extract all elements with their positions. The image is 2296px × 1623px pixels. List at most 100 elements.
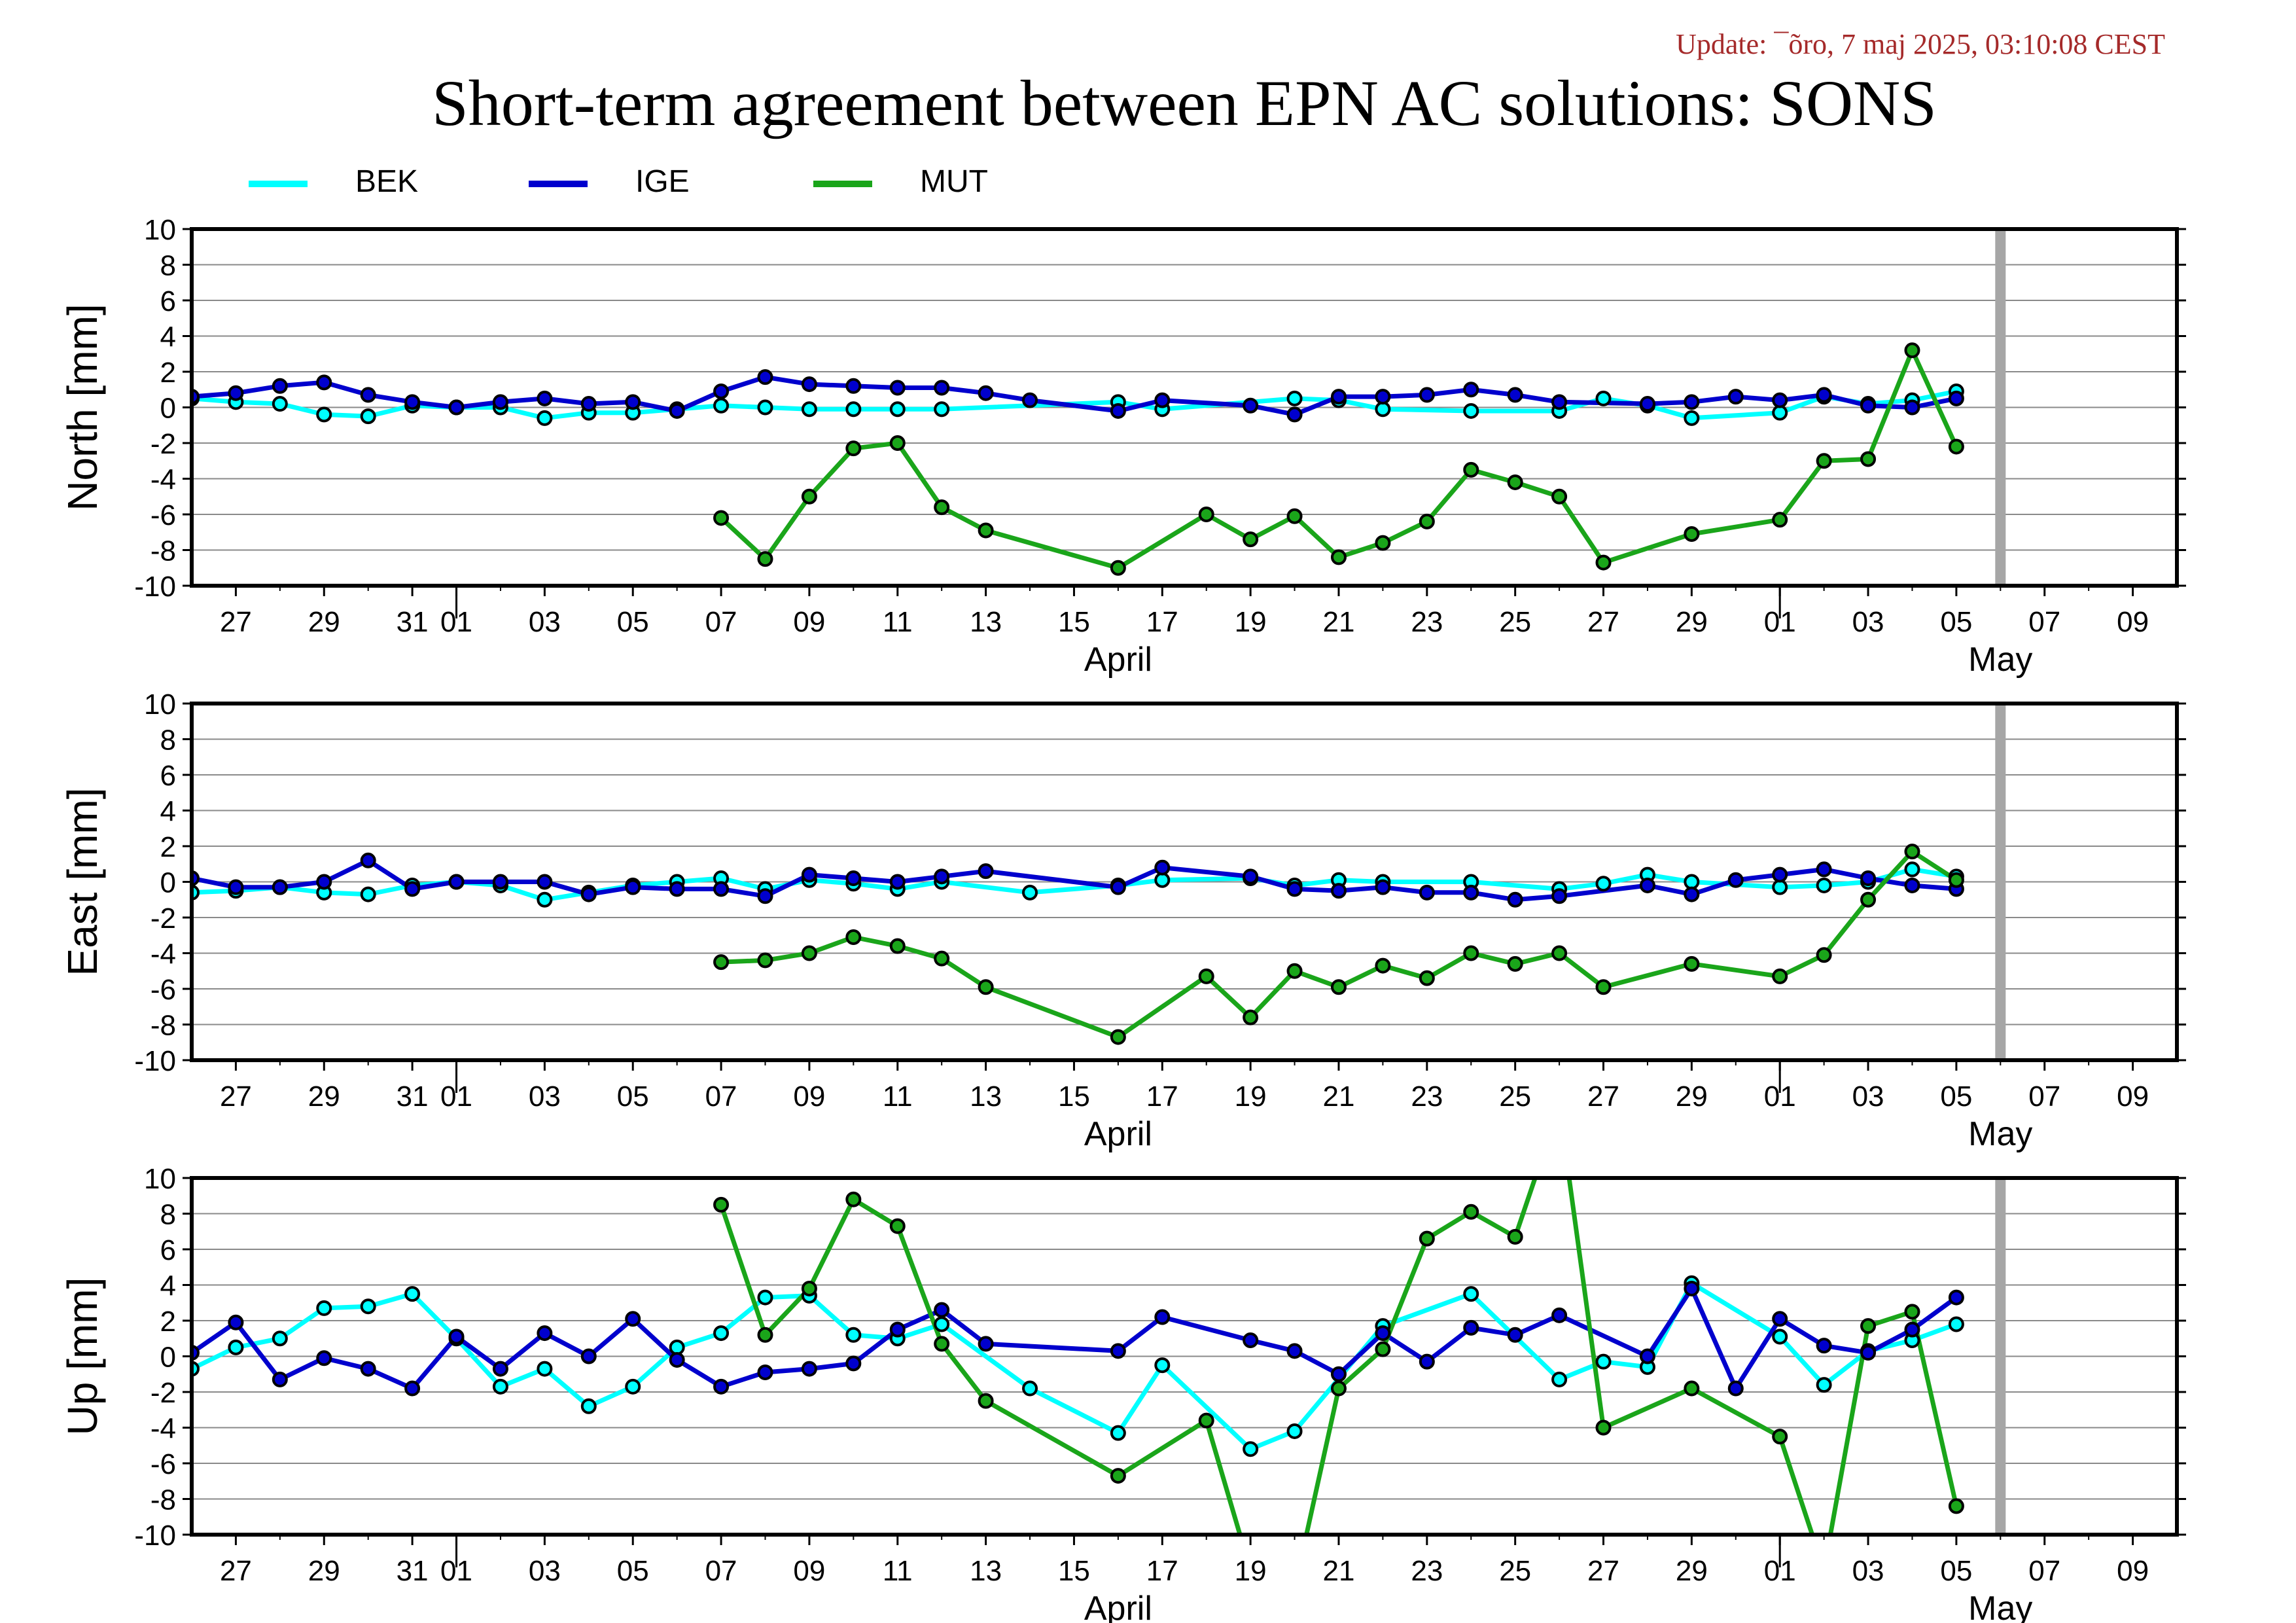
data-point-mut xyxy=(978,979,994,995)
data-point-ige xyxy=(889,1321,906,1338)
data-point-mut xyxy=(801,1280,817,1296)
data-point-ige xyxy=(316,374,332,391)
data-point-mut xyxy=(1375,1341,1391,1357)
data-point-bek xyxy=(713,1325,730,1342)
x-tick-label: 13 xyxy=(970,1080,1002,1113)
data-point-mut xyxy=(801,945,817,961)
data-point-ige xyxy=(404,881,421,897)
data-point-ige xyxy=(1551,394,1568,410)
y-tick-label: 10 xyxy=(144,214,176,246)
data-point-ige xyxy=(1727,389,1744,405)
data-point-ige xyxy=(360,387,376,403)
data-point-ige xyxy=(228,879,244,895)
data-point-mut xyxy=(1904,342,1920,359)
data-point-mut xyxy=(1860,451,1877,467)
data-point-ige xyxy=(1463,884,1479,901)
data-point-bek xyxy=(1772,879,1788,895)
x-tick-label: 23 xyxy=(1411,1080,1443,1113)
x-tick-label: 09 xyxy=(793,1555,825,1587)
panel-frame xyxy=(190,702,2179,1062)
x-tick-label: 17 xyxy=(1146,1080,1178,1113)
y-tick-label: 6 xyxy=(160,285,176,317)
y-tick-label: -8 xyxy=(150,535,176,567)
data-point-mut xyxy=(1375,535,1391,551)
data-point-mut xyxy=(1419,1230,1435,1247)
x-tick-label: 09 xyxy=(793,1080,825,1113)
data-point-ige xyxy=(448,399,465,416)
data-point-ige xyxy=(272,879,288,895)
data-point-mut xyxy=(978,522,994,539)
data-point-mut xyxy=(1243,531,1259,548)
data-point-ige xyxy=(1154,392,1171,408)
data-point-ige xyxy=(404,394,421,410)
data-point-ige xyxy=(978,863,994,880)
data-point-mut xyxy=(1595,979,1612,995)
data-point-mut xyxy=(1286,963,1303,979)
data-point-ige xyxy=(1243,1332,1259,1348)
series-line-mut xyxy=(719,348,1959,571)
y-tick-label: 4 xyxy=(160,1270,176,1302)
y-tick-label: -4 xyxy=(150,464,176,496)
data-point-mut xyxy=(934,950,950,967)
data-point-bek xyxy=(360,408,376,425)
data-point-mut xyxy=(1243,1009,1259,1026)
data-point-bek xyxy=(1816,1377,1832,1393)
data-point-mut xyxy=(713,510,730,526)
x-tick-label: 27 xyxy=(220,1080,252,1113)
data-point-mut xyxy=(757,551,773,567)
data-point-bek xyxy=(1022,1380,1038,1397)
data-point-mut xyxy=(1948,1498,1964,1514)
month-label: April xyxy=(1084,1590,1152,1623)
data-point-ige xyxy=(625,879,641,895)
data-point-ige xyxy=(1948,390,1964,406)
data-point-bek xyxy=(713,397,730,414)
data-point-mut xyxy=(1286,508,1303,524)
data-point-mut xyxy=(801,488,817,505)
y-tick-label: -8 xyxy=(150,1010,176,1042)
y-tick-label: -2 xyxy=(150,428,176,460)
x-tick-label: 29 xyxy=(308,1080,340,1113)
x-tick-label: 09 xyxy=(2117,606,2149,638)
x-tick-label: 21 xyxy=(1323,1080,1355,1113)
data-point-ige xyxy=(316,874,332,890)
data-point-ige xyxy=(1154,859,1171,876)
data-point-bek xyxy=(272,396,288,412)
series-group xyxy=(192,342,1964,576)
data-point-ige xyxy=(360,1361,376,1377)
data-point-bek xyxy=(1463,402,1479,419)
data-point-mut xyxy=(1330,979,1347,995)
data-point-bek xyxy=(492,1378,508,1395)
y-tick-label: 0 xyxy=(160,1342,176,1374)
y-tick-label: 2 xyxy=(160,1306,176,1338)
x-tick-label: 19 xyxy=(1235,1080,1267,1113)
x-tick-label: 05 xyxy=(617,1080,649,1113)
y-axis-label: North [mm] xyxy=(59,304,106,510)
x-tick-label: 07 xyxy=(2028,606,2060,638)
data-point-mut xyxy=(757,952,773,969)
data-point-mut xyxy=(1330,549,1347,565)
data-point-ige xyxy=(713,383,730,399)
data-point-mut xyxy=(1860,1318,1877,1334)
x-tick-label: 13 xyxy=(970,606,1002,638)
y-tick-label: -10 xyxy=(134,571,176,603)
data-point-mut xyxy=(1463,461,1479,478)
data-point-ige xyxy=(228,1314,244,1330)
data-point-bek xyxy=(1375,401,1391,418)
data-point-bek xyxy=(1816,877,1832,893)
data-point-ige xyxy=(316,1350,332,1366)
x-tick-label: 13 xyxy=(970,1555,1002,1587)
data-point-ige xyxy=(1110,1343,1126,1359)
data-point-mut xyxy=(1507,1228,1523,1245)
data-point-bek xyxy=(934,401,950,418)
data-point-mut xyxy=(1553,1100,1566,1113)
legend-label-bek: BEK xyxy=(355,164,419,199)
x-tick-label: 21 xyxy=(1323,606,1355,638)
data-point-ige xyxy=(1948,1289,1964,1306)
data-point-ige xyxy=(625,394,641,410)
data-point-mut xyxy=(1818,1564,1831,1577)
data-point-ige xyxy=(801,1361,817,1377)
data-point-ige xyxy=(934,380,950,396)
legend-swatch-mut xyxy=(813,181,872,187)
